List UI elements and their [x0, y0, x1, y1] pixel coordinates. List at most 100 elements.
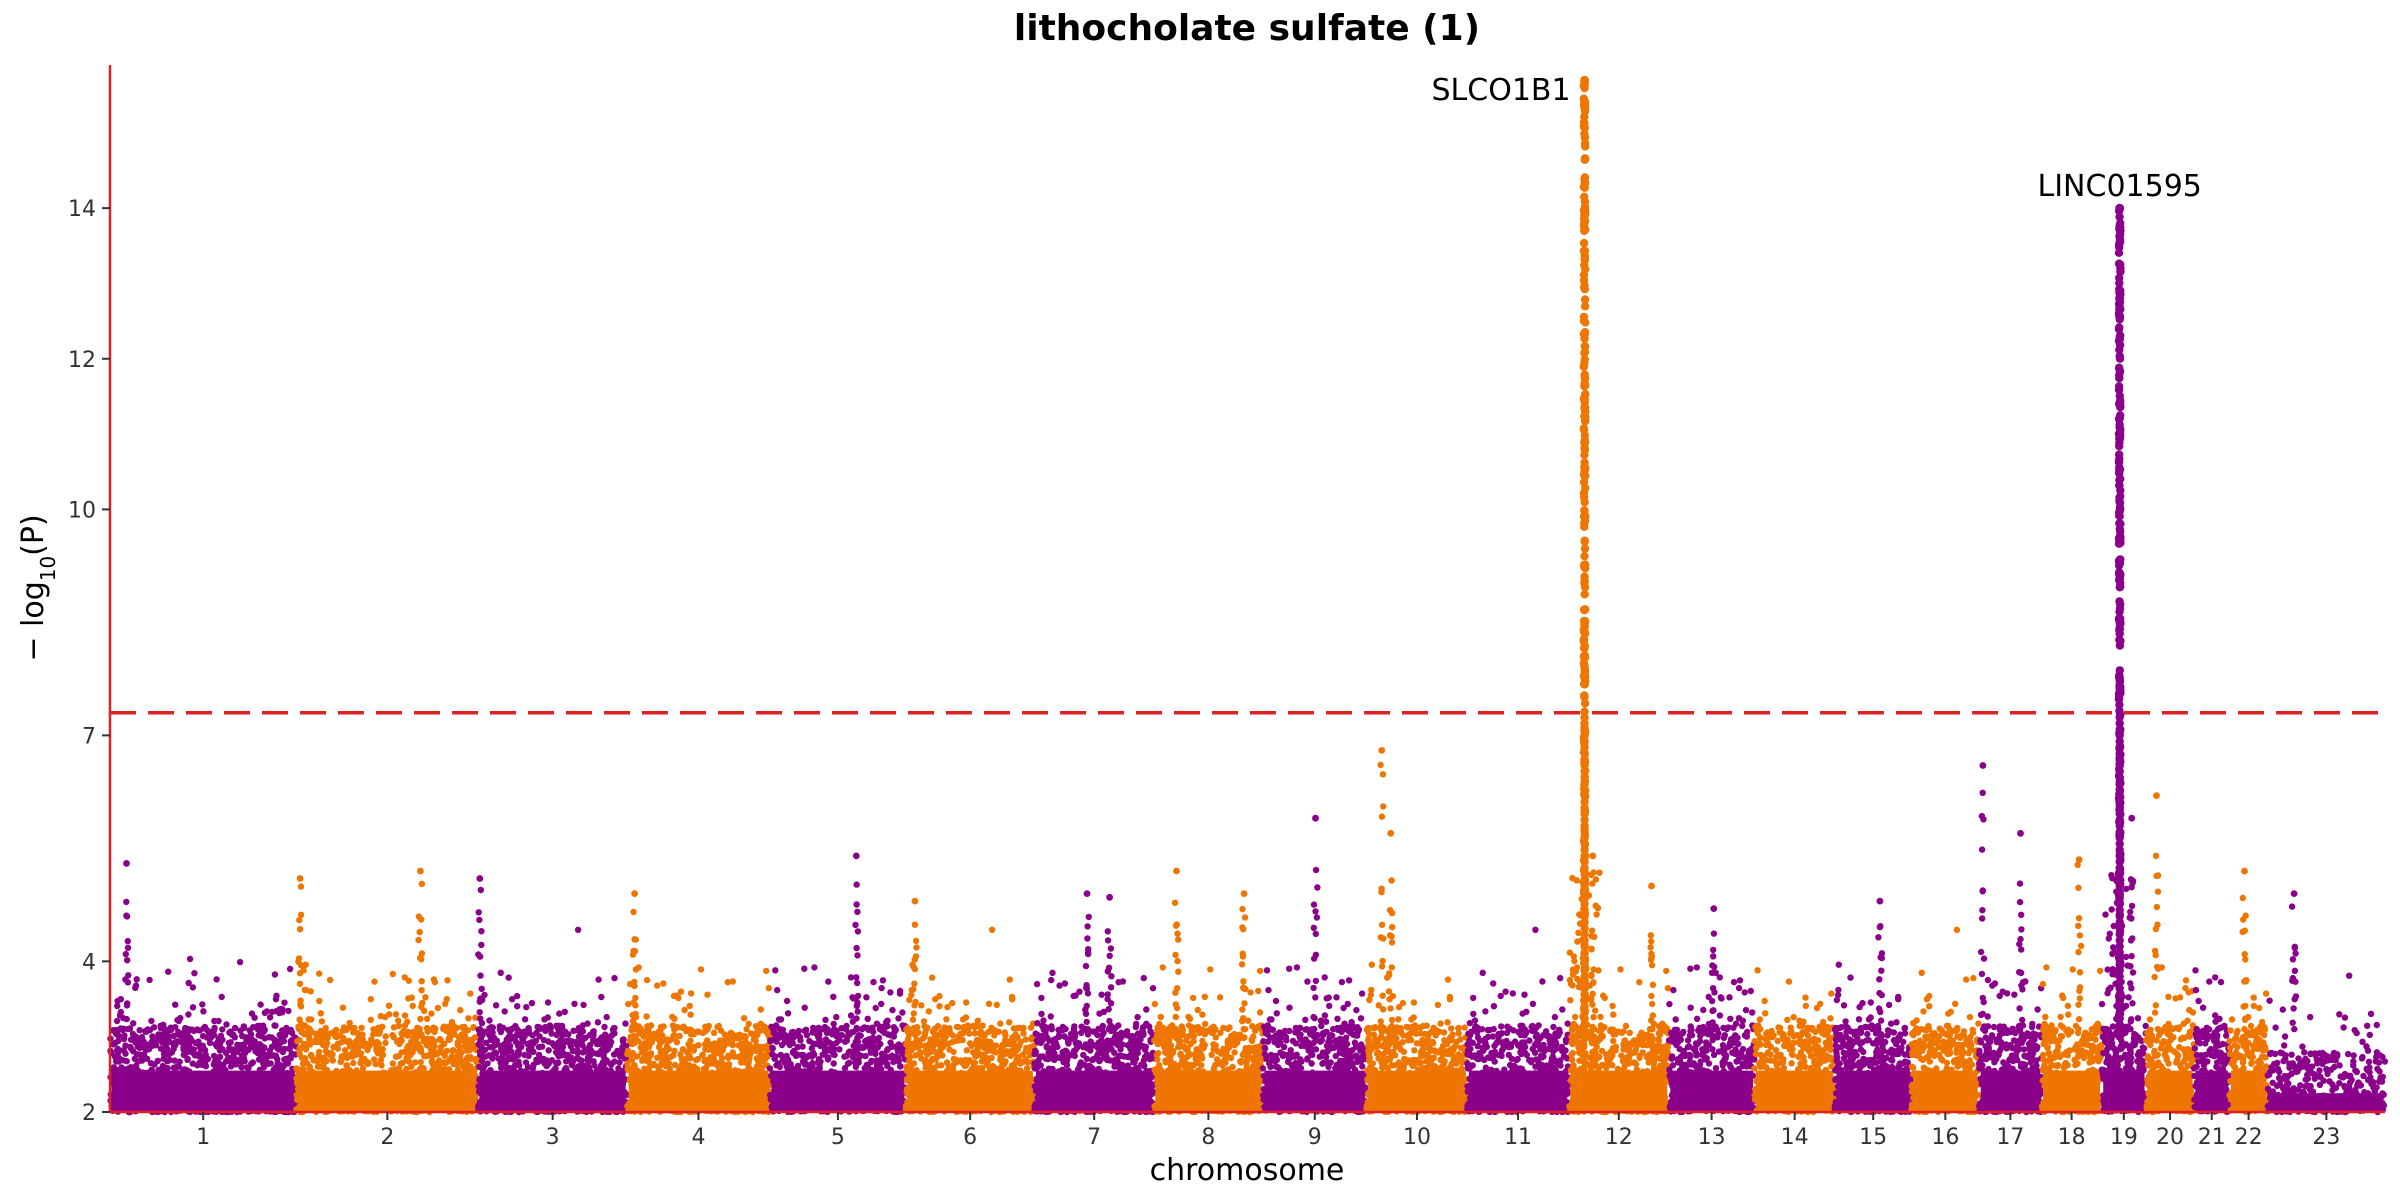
- data-point: [728, 1077, 735, 1085]
- data-point: [446, 1034, 453, 1041]
- data-point: [554, 1044, 561, 1052]
- data-point: [789, 1049, 797, 1056]
- data-point: [176, 1099, 183, 1107]
- data-point: [312, 1038, 319, 1046]
- data-point: [794, 1043, 801, 1051]
- data-point: [629, 1073, 636, 1081]
- data-point: [775, 1073, 782, 1080]
- data-point: [672, 1081, 679, 1088]
- data-point: [457, 1006, 464, 1014]
- data-point: [884, 1031, 892, 1038]
- data-point: [143, 1071, 150, 1079]
- data-point: [286, 1078, 294, 1086]
- data-point: [199, 1042, 206, 1049]
- data-point: [790, 1034, 797, 1042]
- data-point: [768, 1023, 775, 1030]
- data-point: [673, 1098, 680, 1105]
- data-point: [719, 1078, 726, 1086]
- data-point: [766, 1091, 774, 1099]
- data-point: [203, 1034, 211, 1041]
- data-point: [483, 1071, 490, 1078]
- data-point: [422, 1090, 429, 1098]
- data-point: [646, 1032, 653, 1039]
- data-point: [627, 1033, 634, 1041]
- data-point: [998, 1063, 1005, 1071]
- data-point: [811, 1088, 818, 1096]
- data-point: [239, 1032, 246, 1040]
- data-point: [288, 1029, 296, 1037]
- data-point: [842, 1038, 849, 1045]
- data-point: [588, 1086, 595, 1093]
- data-point: [256, 1047, 263, 1054]
- data-point: [185, 1011, 192, 1018]
- data-point: [113, 1056, 121, 1063]
- data-point: [564, 1093, 571, 1101]
- data-point: [213, 976, 220, 983]
- data-point: [279, 1032, 286, 1039]
- data-point: [370, 1098, 377, 1105]
- data-point: [241, 1024, 248, 1032]
- data-point: [171, 1079, 179, 1087]
- data-point: [278, 1072, 285, 1079]
- data-point: [216, 1053, 224, 1061]
- data-point: [643, 1013, 650, 1020]
- data-point: [262, 1077, 269, 1084]
- data-point: [503, 1079, 510, 1087]
- data-point: [858, 1076, 865, 1084]
- data-point: [136, 1027, 143, 1034]
- data-point: [552, 1059, 560, 1067]
- data-point: [697, 966, 705, 973]
- data-point: [675, 1087, 682, 1095]
- data-point: [954, 1076, 962, 1083]
- data-point: [185, 979, 192, 987]
- data-point: [450, 1094, 458, 1102]
- data-point: [650, 1061, 658, 1069]
- data-point: [279, 1027, 286, 1034]
- data-point: [922, 1059, 929, 1067]
- data-point: [604, 1038, 611, 1046]
- data-point: [521, 1051, 528, 1059]
- data-point: [278, 1005, 285, 1013]
- data-point: [170, 1032, 178, 1040]
- data-point: [316, 970, 323, 977]
- data-point: [868, 1058, 875, 1066]
- data-point: [847, 1012, 855, 1019]
- data-point: [593, 1094, 601, 1102]
- data-point: [115, 1032, 122, 1040]
- data-point: [357, 1098, 364, 1105]
- data-point: [493, 1092, 500, 1100]
- data-point: [776, 1034, 783, 1041]
- data-point: [571, 1000, 578, 1007]
- data-point: [492, 1002, 500, 1009]
- data-point: [520, 1030, 528, 1038]
- data-point: [195, 1073, 203, 1080]
- data-point: [884, 1047, 891, 1054]
- data-point: [376, 1079, 384, 1086]
- data-point: [505, 1068, 512, 1075]
- data-point: [431, 1028, 438, 1036]
- data-point: [119, 1091, 127, 1098]
- data-point: [195, 1086, 202, 1093]
- data-point: [304, 1060, 311, 1067]
- data-point: [591, 1062, 598, 1069]
- data-point: [389, 1060, 396, 1067]
- data-point: [165, 968, 172, 975]
- data-point: [655, 1043, 663, 1051]
- data-point: [645, 1026, 652, 1034]
- data-point: [619, 1036, 627, 1044]
- data-point: [121, 1032, 128, 1039]
- data-point: [227, 1028, 234, 1035]
- data-point: [236, 1095, 244, 1102]
- data-point: [859, 1044, 866, 1052]
- data-point: [176, 1058, 183, 1065]
- data-point: [499, 1056, 507, 1064]
- data-point: [210, 1052, 218, 1060]
- data-point: [231, 1024, 239, 1032]
- data-point: [238, 1064, 245, 1071]
- data-point: [275, 1046, 283, 1053]
- data-point: [878, 1000, 885, 1008]
- data-point: [665, 1045, 672, 1053]
- data-point: [555, 1025, 562, 1033]
- data-point: [371, 978, 378, 985]
- data-point: [157, 1031, 164, 1039]
